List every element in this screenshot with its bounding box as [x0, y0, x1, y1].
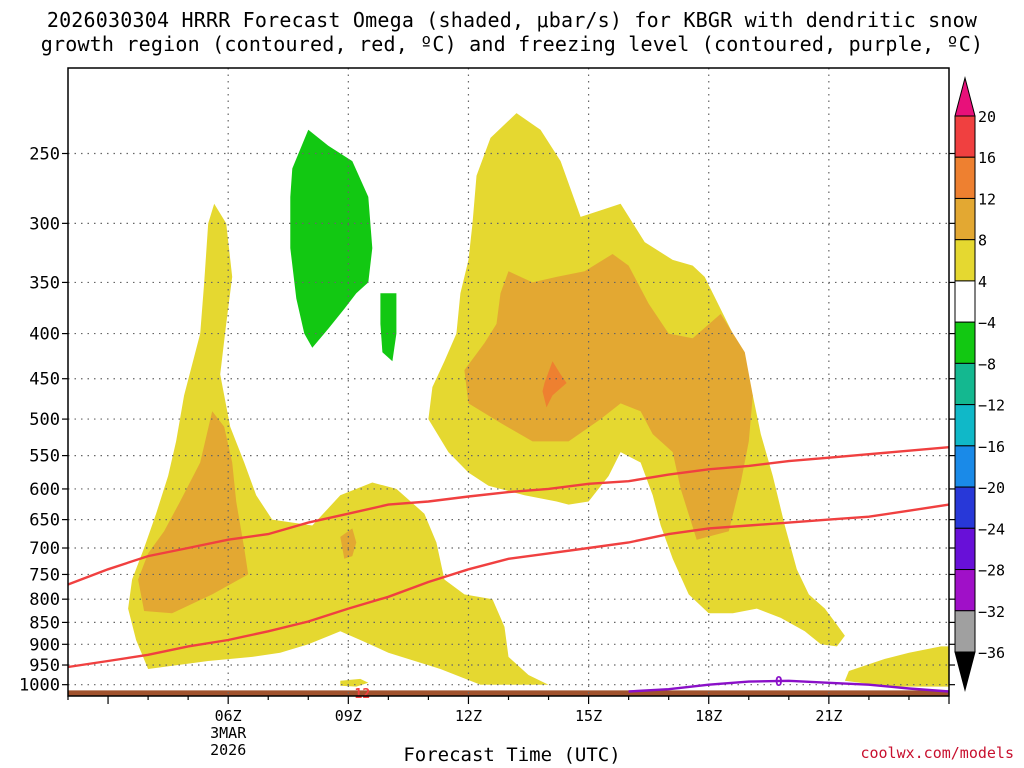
x-tick-label-06Z: 06Z — [215, 707, 242, 725]
y-tick-label-550: 550 — [29, 447, 60, 467]
colorbar-box-1 — [954, 115, 976, 158]
x-tick-year-label: 2026 — [210, 741, 246, 759]
colorbar-label-4: 8 — [978, 232, 987, 250]
colorbar-label-5: 4 — [978, 273, 987, 291]
y-tick-label-250: 250 — [29, 144, 60, 164]
omega-region-5 — [138, 411, 249, 614]
x-tick-label-18Z: 18Z — [695, 707, 722, 725]
x-tick-date-label: 3MAR — [210, 724, 247, 742]
colorbar-box-7 — [954, 362, 976, 406]
colorbar-box-6 — [954, 321, 976, 364]
x-tick-label-12Z: 12Z — [455, 707, 482, 725]
colorbar-top-arrow — [954, 76, 976, 117]
colorbar-label-10: −20 — [978, 479, 1005, 497]
colorbar-bottom-arrow — [954, 651, 976, 692]
colorbar-box-10 — [954, 486, 976, 529]
omega-region-9 — [290, 129, 373, 348]
omega-region-7 — [464, 254, 753, 540]
contour-line-1 — [67, 446, 950, 586]
y-tick-label-1000: 1000 — [19, 676, 60, 696]
colorbar-label-9: −16 — [978, 438, 1005, 456]
contour-line-2 — [67, 503, 950, 669]
contour-label-1: 0 — [775, 675, 783, 690]
y-tick-label-500: 500 — [29, 410, 60, 430]
x-tick-label-21Z: 21Z — [815, 707, 842, 725]
credit-link[interactable]: coolwx.com/models — [860, 744, 1014, 762]
colorbar-label-7: −8 — [978, 355, 996, 373]
chart-title-line-2: growth region (contoured, red, ºC) and f… — [40, 32, 984, 56]
y-tick-label-750: 750 — [29, 565, 60, 585]
colorbar-box-9 — [954, 445, 976, 488]
y-tick-label-850: 850 — [29, 613, 60, 633]
colorbar-box-3 — [954, 197, 976, 241]
y-tick-label-450: 450 — [29, 370, 60, 390]
y-tick-label-950: 950 — [29, 656, 60, 676]
colorbar-label-2: 16 — [978, 149, 996, 167]
colorbar-box-2 — [954, 156, 976, 199]
x-tick-label-09Z: 09Z — [335, 707, 362, 725]
chart-title-line-1: 2026030304 HRRR Forecast Omega (shaded, … — [46, 8, 978, 32]
colorbar-label-13: −32 — [978, 603, 1005, 621]
y-tick-label-800: 800 — [29, 590, 60, 610]
colorbar-box-4 — [954, 239, 976, 282]
colorbar-label-8: −12 — [978, 397, 1005, 415]
contour-label-2: 12 — [355, 687, 371, 702]
colorbar-label-1: 20 — [978, 108, 996, 126]
colorbar-label-11: −24 — [978, 520, 1005, 538]
contour-line-3 — [628, 679, 950, 693]
y-tick-label-600: 600 — [29, 480, 60, 500]
omega-region-3 — [844, 646, 949, 687]
colorbar-box-13 — [954, 610, 976, 653]
omega-region-8 — [542, 361, 567, 408]
ground-surface — [68, 690, 949, 696]
colorbar-label-3: 12 — [978, 190, 996, 208]
colorbar-box-8 — [954, 404, 976, 447]
colorbar-box-12 — [954, 569, 976, 612]
y-tick-label-400: 400 — [29, 325, 60, 345]
colorbar-box-11 — [954, 527, 976, 571]
omega-region-10 — [380, 293, 397, 362]
x-axis-label: Forecast Time (UTC) — [403, 744, 621, 766]
y-tick-label-650: 650 — [29, 511, 60, 531]
y-tick-label-900: 900 — [29, 635, 60, 655]
colorbar-label-6: −4 — [978, 314, 996, 332]
colorbar-label-12: −28 — [978, 562, 1005, 580]
x-tick-label-15Z: 15Z — [575, 707, 602, 725]
colorbar-label-14: −36 — [978, 644, 1005, 662]
y-tick-label-300: 300 — [29, 214, 60, 234]
colorbar-box-5 — [954, 280, 976, 323]
y-tick-label-350: 350 — [29, 273, 60, 293]
y-tick-label-700: 700 — [29, 539, 60, 559]
